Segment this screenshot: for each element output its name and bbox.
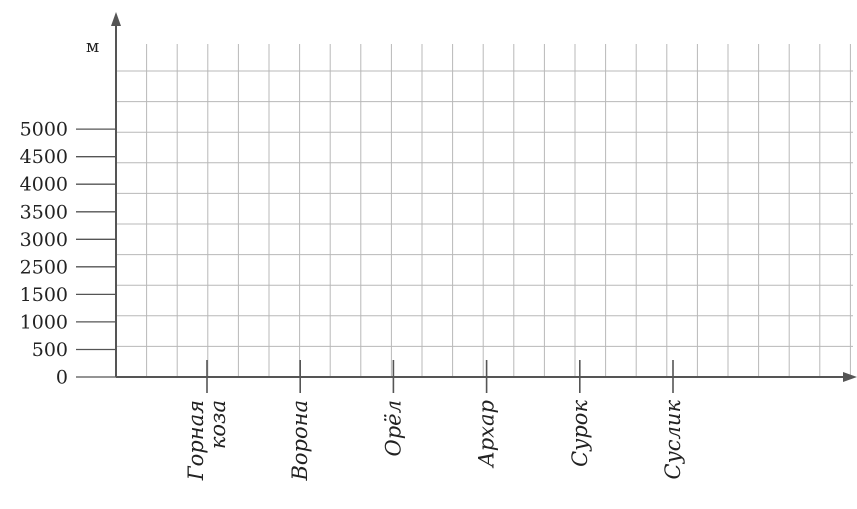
x-axis-arrow-icon — [843, 372, 857, 382]
category-label: коза — [206, 400, 230, 449]
y-tick-label: 1500 — [20, 284, 68, 306]
y-axis-unit-label: м — [86, 37, 99, 57]
y-tick-label: 500 — [32, 339, 68, 361]
axis-layer — [111, 12, 857, 382]
category-label: Суслик — [661, 400, 685, 480]
y-tick-label: 5000 — [20, 119, 68, 141]
category-label: Архар — [475, 400, 499, 469]
category-label: Сурок — [568, 400, 592, 467]
grid-layer — [116, 44, 853, 377]
label-layer: м 0 500 1000 1500 2500 3000 3500 4000 4500 5000 Гор… — [20, 37, 685, 482]
category-label: Ворона — [288, 400, 312, 482]
y-tick-label: 1000 — [20, 311, 68, 333]
y-tick-label: 4500 — [20, 146, 68, 168]
y-tick-label: 2500 — [20, 256, 68, 278]
y-tick-label: 4000 — [20, 174, 68, 196]
y-tick-label: 0 — [56, 367, 68, 389]
y-tick-label: 3500 — [20, 201, 68, 223]
category-label: Орёл — [381, 400, 405, 456]
y-tick-label: 3000 — [20, 229, 68, 251]
y-axis-arrow-icon — [111, 12, 121, 26]
category-label: Горная — [184, 400, 208, 481]
tick-layer — [76, 128, 674, 393]
